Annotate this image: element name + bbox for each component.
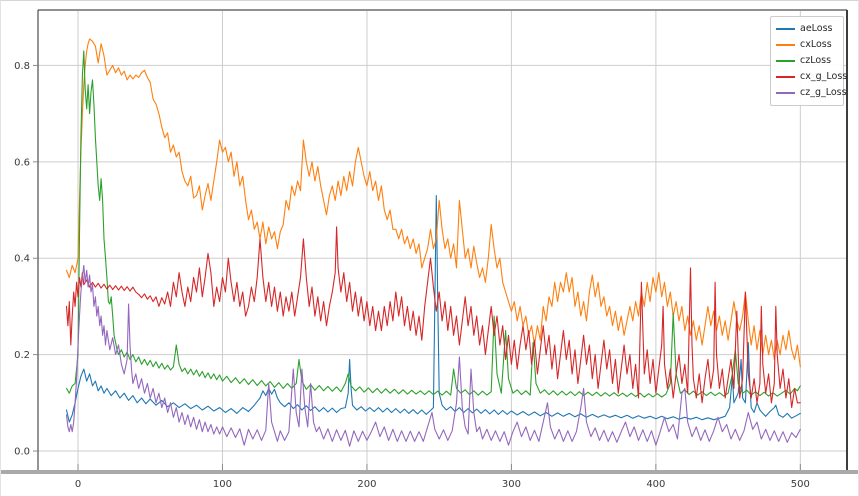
series-line-cxLoss bbox=[65, 38, 801, 368]
x-tick-label: 500 bbox=[791, 479, 810, 490]
legend-line-swatch bbox=[776, 92, 795, 94]
series-line-aeLoss bbox=[65, 195, 801, 423]
legend-entry-cx_g_Loss: cx_g_Loss bbox=[776, 69, 847, 85]
legend-entry-cxLoss: cxLoss bbox=[776, 37, 838, 53]
legend-label: cx_g_Loss bbox=[800, 71, 848, 82]
x-tick-label: 300 bbox=[502, 479, 521, 490]
legend-label: czLoss bbox=[800, 55, 832, 66]
legend-label: cz_g_Loss bbox=[800, 87, 847, 98]
legend-entry-czLoss: czLoss bbox=[776, 53, 838, 69]
legend: aeLoss cxLoss czLoss cx_g_Loss cz_g_Loss bbox=[770, 16, 847, 106]
y-tick-label: 0.6 bbox=[14, 157, 30, 168]
legend-entry-aeLoss: aeLoss bbox=[776, 21, 838, 37]
legend-line-swatch bbox=[776, 28, 795, 30]
legend-line-swatch bbox=[776, 76, 795, 78]
series-line-cz_g_Loss bbox=[65, 264, 801, 447]
x-tick-label: 200 bbox=[357, 479, 376, 490]
series-line-cx_g_Loss bbox=[65, 226, 801, 409]
legend-line-swatch bbox=[776, 60, 795, 62]
x-tick-label: 400 bbox=[646, 479, 665, 490]
y-tick-label: 0.8 bbox=[14, 61, 30, 72]
y-tick-label: 0.0 bbox=[14, 447, 30, 458]
y-tick-label: 0.2 bbox=[14, 350, 30, 361]
y-tick-label: 0.4 bbox=[14, 254, 30, 265]
x-tick-label: 100 bbox=[213, 479, 232, 490]
legend-label: cxLoss bbox=[800, 39, 832, 50]
legend-entry-cz_g_Loss: cz_g_Loss bbox=[776, 85, 847, 101]
series-line-czLoss bbox=[65, 50, 801, 398]
x-tick-label: 0 bbox=[75, 479, 81, 490]
window-bottom-edge bbox=[1, 470, 858, 474]
legend-label: aeLoss bbox=[800, 23, 833, 34]
legend-line-swatch bbox=[776, 44, 795, 46]
